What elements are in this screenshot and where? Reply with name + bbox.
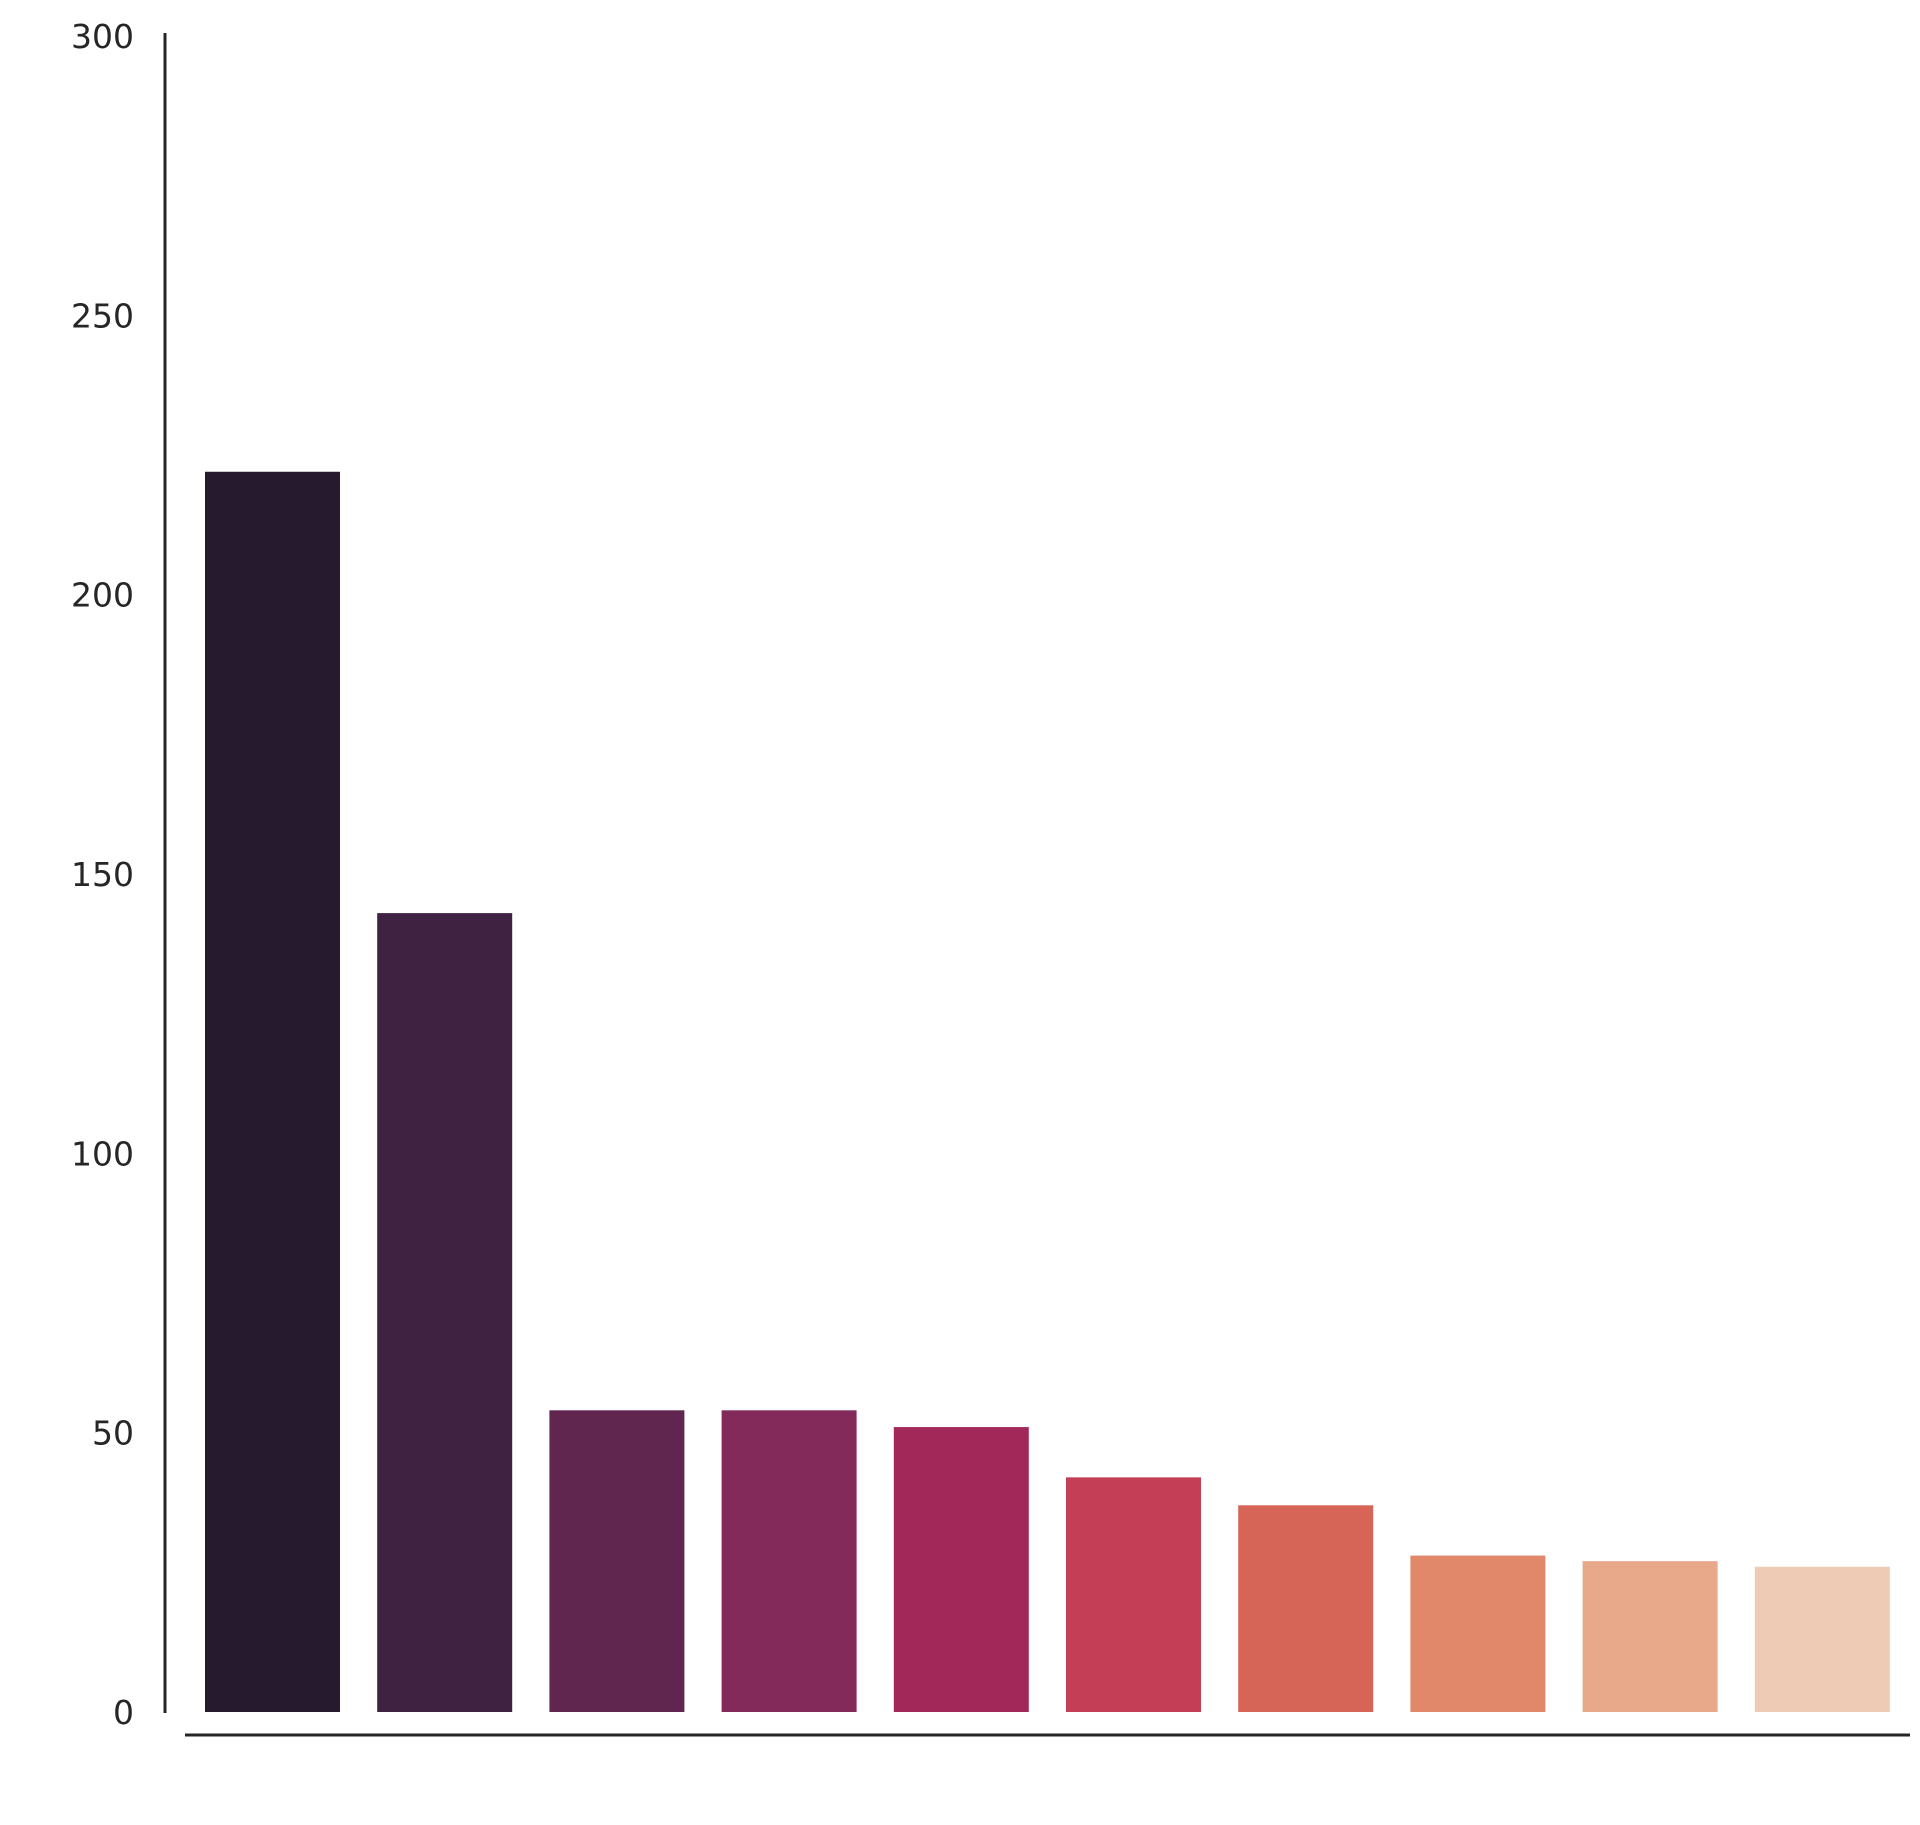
bar <box>1238 1505 1374 1712</box>
bar <box>205 471 340 1712</box>
bar <box>549 1410 685 1712</box>
y-tick-label: 50 <box>92 1414 134 1453</box>
y-tick-labels: 0 50 100 150 200 250 300 <box>71 17 134 1732</box>
bar <box>1582 1561 1718 1712</box>
bar <box>377 913 513 1712</box>
bar <box>1066 1477 1201 1712</box>
bar <box>721 1410 857 1712</box>
y-tick-label: 100 <box>71 1134 134 1173</box>
bar <box>1754 1566 1890 1712</box>
y-axis: 0 50 100 150 200 250 300 <box>71 17 167 1732</box>
y-tick-label: 200 <box>71 576 134 615</box>
y-tick-label: 150 <box>71 855 134 894</box>
y-tick-label: 250 <box>71 296 134 335</box>
bar <box>1410 1555 1546 1712</box>
y-tick-label: 0 <box>113 1693 134 1732</box>
bar <box>893 1427 1029 1712</box>
y-tick-label: 300 <box>71 17 134 56</box>
bars <box>205 471 1890 1712</box>
